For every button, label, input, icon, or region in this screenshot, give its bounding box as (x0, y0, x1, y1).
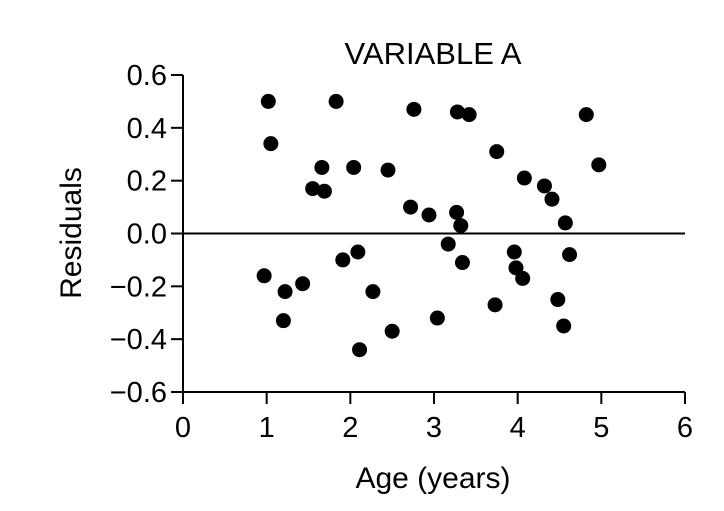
y-tick-label: 0.0 (127, 219, 167, 251)
y-tick-label: −0.4 (110, 324, 167, 356)
data-point (449, 204, 465, 220)
y-tick-label: 0.2 (127, 166, 167, 198)
data-point (544, 191, 560, 207)
data-point (256, 268, 272, 284)
data-point (516, 170, 532, 186)
chart-title: VARIABLE A (345, 36, 522, 71)
x-ticks: 0 1 2 3 4 5 6 (175, 392, 693, 444)
data-point (403, 199, 419, 215)
data-point (515, 270, 531, 286)
data-point (449, 104, 465, 120)
data-point (489, 144, 505, 160)
data-point (352, 342, 368, 358)
data-point (384, 323, 400, 339)
data-point (453, 218, 469, 234)
x-tick-label: 1 (259, 412, 275, 444)
y-tick-label: −0.2 (110, 271, 167, 303)
data-point (461, 107, 477, 123)
data-point (380, 162, 396, 178)
data-point (346, 159, 362, 175)
y-tick-label: 0.6 (127, 60, 167, 92)
data-points (256, 93, 607, 358)
data-point (487, 297, 503, 313)
data-point (365, 284, 381, 300)
data-point (429, 310, 445, 326)
data-point (562, 247, 578, 263)
x-tick-label: 4 (510, 412, 526, 444)
data-point (335, 252, 351, 268)
data-point (556, 318, 572, 334)
data-point (454, 255, 470, 271)
data-point (578, 107, 594, 123)
data-point (591, 157, 607, 173)
data-point (277, 284, 293, 300)
y-tick-label: 0.4 (127, 113, 167, 145)
data-point (440, 236, 456, 252)
data-point (295, 276, 311, 292)
x-axis-title: Age (years) (355, 462, 510, 495)
data-point (316, 183, 332, 199)
x-tick-label: 0 (175, 412, 191, 444)
data-point (406, 101, 422, 117)
x-tick-label: 2 (342, 412, 358, 444)
data-point (314, 159, 330, 175)
data-point (350, 244, 366, 260)
data-point (263, 136, 279, 152)
data-point (421, 207, 437, 223)
y-axis-title: Residuals (55, 167, 88, 299)
y-ticks: 0.6 0.4 0.2 0.0 −0.2 −0.4 −0.6 (110, 60, 183, 409)
data-point (328, 93, 344, 109)
x-tick-label: 3 (426, 412, 442, 444)
x-tick-label: 5 (593, 412, 609, 444)
data-point (275, 313, 291, 329)
data-point (536, 178, 552, 194)
data-point (305, 181, 321, 197)
data-point (260, 93, 276, 109)
x-tick-label: 6 (677, 412, 693, 444)
data-point (550, 292, 566, 308)
data-point (557, 215, 573, 231)
y-tick-label: −0.6 (110, 377, 167, 409)
data-point (506, 244, 522, 260)
